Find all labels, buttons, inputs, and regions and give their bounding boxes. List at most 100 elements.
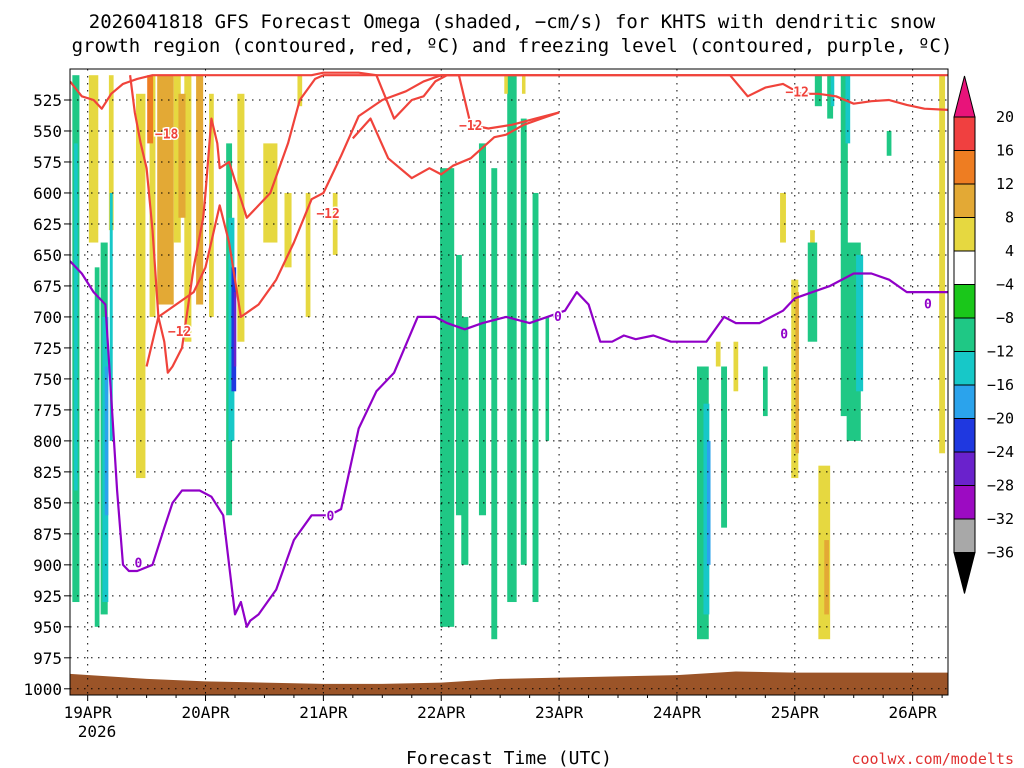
omega-shade-cell — [196, 75, 204, 305]
omega-shade-cell — [104, 366, 109, 516]
y-tick-label: 875 — [33, 525, 62, 544]
omega-shade-cell — [94, 267, 100, 627]
colorbar-label: 16 — [996, 142, 1014, 160]
colorbar-swatch — [953, 183, 976, 218]
omega-shade-cell — [74, 143, 78, 491]
colorbar-label: −24 — [987, 443, 1014, 461]
omega-shade-cell — [715, 341, 721, 367]
colorbar-label: 20 — [996, 108, 1014, 126]
colorbar-label: −12 — [987, 343, 1014, 361]
y-tick-label: 625 — [33, 215, 62, 234]
colorbar-swatch — [953, 217, 976, 252]
y-tick-label: 750 — [33, 370, 62, 389]
colorbar-label: −36 — [987, 544, 1014, 562]
omega-shade-cell — [532, 192, 539, 603]
omega-shade-cell — [791, 279, 799, 479]
x-tick-label: 26APR — [889, 703, 938, 722]
x-tick-label: 20APR — [181, 703, 230, 722]
omega-shade-cell — [504, 75, 508, 94]
contour-label: 0 — [134, 557, 142, 572]
contour-label: 0 — [780, 327, 788, 342]
x-year-label: 2026 — [78, 722, 117, 741]
omega-shade-cell — [109, 192, 113, 441]
colorbar-swatch — [953, 150, 976, 185]
omega-shade-cell — [147, 75, 154, 144]
omega-shade-cell — [703, 403, 710, 615]
omega-shade-cell — [733, 341, 739, 392]
omega-shade-cell — [830, 75, 835, 107]
colorbar-swatch — [953, 250, 976, 285]
contour-label: 0 — [924, 298, 932, 313]
omega-shade-cell — [455, 254, 462, 516]
y-tick-label: 550 — [33, 122, 62, 141]
colorbar-swatch — [953, 451, 976, 486]
omega-shade-cell — [233, 292, 237, 367]
colorbar-top-arrow — [953, 75, 976, 118]
contour-dgz_-12_mid — [145, 74, 560, 367]
omega-shade-cell — [706, 440, 711, 565]
colorbar-swatch — [953, 518, 976, 553]
contour-dgz_-12_bump — [351, 111, 560, 180]
omega-shade-cell — [184, 75, 192, 342]
x-tick-label: 23APR — [535, 703, 584, 722]
omega-shading-layer — [72, 75, 946, 640]
y-tick-label: 525 — [33, 91, 62, 110]
y-tick-label: 850 — [33, 494, 62, 513]
y-tick-label: 600 — [33, 184, 62, 203]
contour-label: 0 — [554, 310, 562, 325]
colorbar-label: 8 — [1005, 209, 1014, 227]
chart-title-line1: 2026041818 GFS Forecast Omega (shaded, −… — [89, 11, 936, 33]
omega-shade-cell — [939, 75, 946, 454]
colorbar-label: 12 — [996, 175, 1014, 193]
y-tick-label: 775 — [33, 401, 62, 420]
omega-shade-cell — [845, 75, 851, 144]
y-tick-label: 825 — [33, 463, 62, 482]
colorbar-label: −28 — [987, 477, 1014, 495]
contour-labels: −18 −12 −12 −12 −12 0 0 0 0 0 — [133, 84, 934, 573]
omega-shade-cell — [696, 366, 709, 640]
omega-shade-cell — [209, 93, 214, 317]
omega-shade-cell — [824, 540, 829, 615]
omega-shade-cell — [721, 366, 728, 528]
y-tick-label: 700 — [33, 308, 62, 327]
y-tick-label: 800 — [33, 432, 62, 451]
y-tick-label: 1000 — [23, 680, 62, 699]
contour-dgz_lower_-18_boundary — [129, 74, 948, 374]
y-tick-label: 650 — [33, 246, 62, 265]
omega-shade-cell — [856, 254, 864, 392]
omega-shade-cell — [814, 75, 822, 107]
omega-shade-cell — [827, 75, 834, 119]
contour-label: −12 — [168, 325, 191, 340]
omega-shade-cell — [507, 75, 517, 603]
contour-label: −18 — [155, 128, 179, 143]
chart-title-line2: growth region (contoured, red, ºC) and f… — [72, 35, 953, 57]
contour-label: −12 — [785, 86, 808, 101]
x-tick-label: 22APR — [417, 703, 466, 722]
omega-shade-cell — [840, 75, 848, 417]
colorbar-swatch — [953, 317, 976, 352]
omega-shade-cell — [237, 93, 245, 342]
colorbar-swatch — [953, 116, 976, 151]
omega-shade-cell — [178, 93, 186, 218]
colorbar-label: −32 — [987, 510, 1014, 528]
omega-shade-cell — [440, 168, 455, 627]
colorbar-swatch — [953, 418, 976, 453]
x-axis-label: Forecast Time (UTC) — [406, 748, 612, 768]
contour-label: 0 — [327, 509, 335, 524]
x-tick-label: 21APR — [299, 703, 348, 722]
omega-shade-cell — [108, 75, 114, 231]
colorbar-label: −20 — [987, 410, 1014, 428]
credit-label: coolwx.com/modelts — [851, 750, 1014, 768]
x-axis: 19APR 20APR 21APR 22APR 23APR 24APR 25APR 26APR — [64, 695, 943, 722]
omega-shade-cell — [521, 75, 526, 94]
y-tick-label: 725 — [33, 339, 62, 358]
omega-shade-cell — [297, 75, 303, 107]
omega-shade-cell — [478, 143, 487, 516]
y-tick-label: 925 — [33, 587, 62, 606]
colorbar-label: −16 — [987, 376, 1014, 394]
x-tick-label: 24APR — [653, 703, 702, 722]
omega-shade-cell — [795, 292, 799, 454]
x-tick-label: 25APR — [771, 703, 820, 722]
colorbar-label: −8 — [996, 309, 1014, 327]
